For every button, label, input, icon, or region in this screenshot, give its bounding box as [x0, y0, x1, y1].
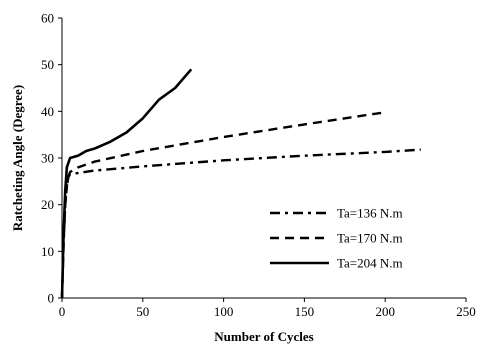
y-axis-title: Ratcheting Angle (Degree) [10, 85, 25, 231]
y-tick-label: 30 [41, 151, 54, 166]
x-tick-label: 50 [136, 304, 149, 319]
legend-label: Ta=136 N.m [337, 206, 403, 221]
y-tick-label: 0 [48, 291, 55, 306]
series-line [60, 68, 193, 299]
x-ticks: 0 50 100 150 200 250 [59, 298, 476, 319]
y-tick-label: 20 [41, 197, 54, 212]
y-tick-label: 50 [41, 57, 54, 72]
legend-label: Ta=204 N.m [337, 256, 403, 271]
x-tick-label: 250 [456, 304, 476, 319]
y-tick-label: 10 [41, 244, 54, 259]
x-tick-label: 150 [295, 304, 315, 319]
x-tick-label: 0 [59, 304, 66, 319]
y-ticks: 0 10 20 30 40 50 60 [41, 11, 62, 306]
y-tick-label: 60 [41, 11, 54, 26]
x-tick-label: 200 [375, 304, 395, 319]
y-tick-label: 40 [41, 104, 54, 119]
series-line [60, 148, 421, 299]
axes [61, 18, 466, 299]
legend-label: Ta=170 N.m [337, 231, 403, 246]
x-axis-title: Number of Cycles [214, 329, 313, 344]
legend: Ta=136 N.m Ta=170 N.m Ta=204 N.m [270, 206, 403, 271]
plot-lines [60, 68, 421, 299]
x-tick-label: 100 [214, 304, 234, 319]
